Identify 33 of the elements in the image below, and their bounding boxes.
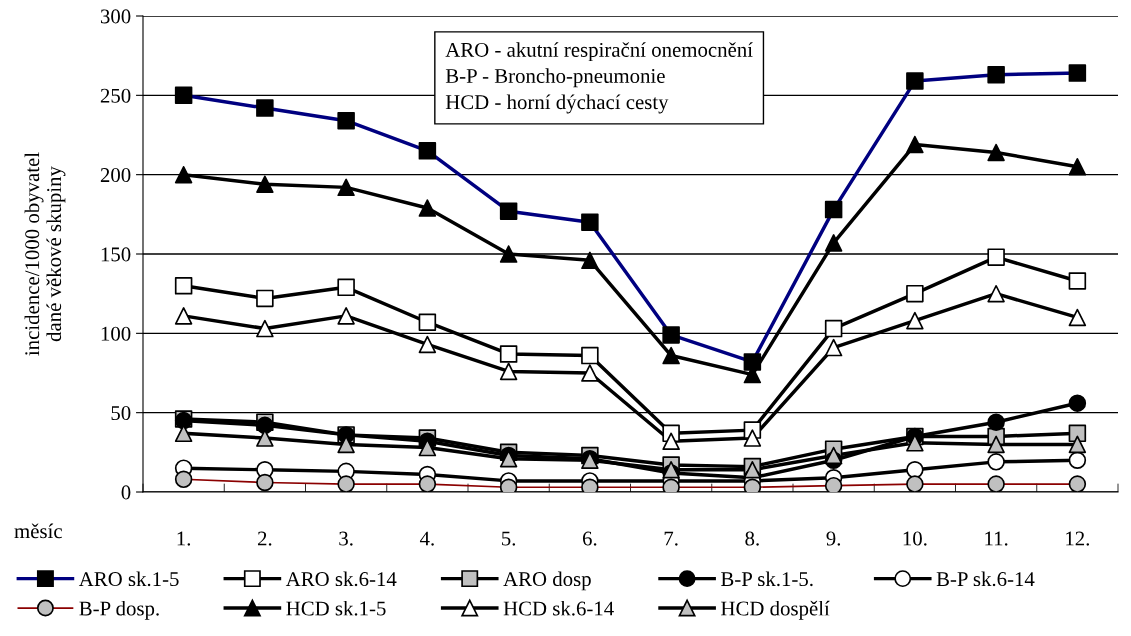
x-tick-label: 3. <box>339 531 353 546</box>
legend-label: ARO dosp <box>503 571 591 591</box>
legend-label: ARO sk.1-5 <box>78 571 179 587</box>
x-tick-label: 9. <box>826 531 841 546</box>
x-tick-label: 6. <box>582 531 597 546</box>
annotation: B-P - Broncho-pneumonie <box>445 68 665 88</box>
legend-label: B-P sk.1-5. <box>721 571 813 587</box>
x-tick-label: 7. <box>664 531 678 546</box>
y-tick-label: 150 <box>101 247 131 262</box>
x-tick-label: 2. <box>257 531 272 546</box>
y-tick-label: 200 <box>100 168 131 183</box>
annotation: HCD - horní dýchací cesty <box>445 94 669 114</box>
legend-label: HCD sk.6-14 <box>503 600 614 616</box>
legend-label: HCD dospělí <box>721 600 830 620</box>
y-axis-title: incidence/1000 obyvatel dané věkové skupiny <box>24 152 66 356</box>
y-tick-label: 50 <box>111 406 131 421</box>
x-tick-label: 10. <box>903 531 927 546</box>
legend-label: ARO sk.6-14 <box>285 571 397 587</box>
legend-label: HCD sk.1-5 <box>286 600 386 616</box>
x-axis-title: měsíc <box>14 523 62 539</box>
x-tick-label: 1. <box>177 531 191 546</box>
x-tick-label: 12. <box>1066 531 1090 546</box>
y-tick-label: 250 <box>100 88 131 103</box>
legend-label: B-P sk.6-14 <box>936 571 1035 587</box>
x-tick-label: 8. <box>745 531 759 546</box>
y-tick-label: 100 <box>101 326 131 341</box>
x-tick-label: 5. <box>502 531 516 546</box>
x-tick-label: 11. <box>985 531 1008 546</box>
legend-label: B-P dosp. <box>79 600 159 620</box>
x-tick-label: 4. <box>419 531 434 546</box>
annotation: ARO - akutní respirační onemocnění <box>445 42 753 62</box>
y-tick-label: 0 <box>121 485 131 500</box>
y-tick-label: 300 <box>100 9 131 24</box>
